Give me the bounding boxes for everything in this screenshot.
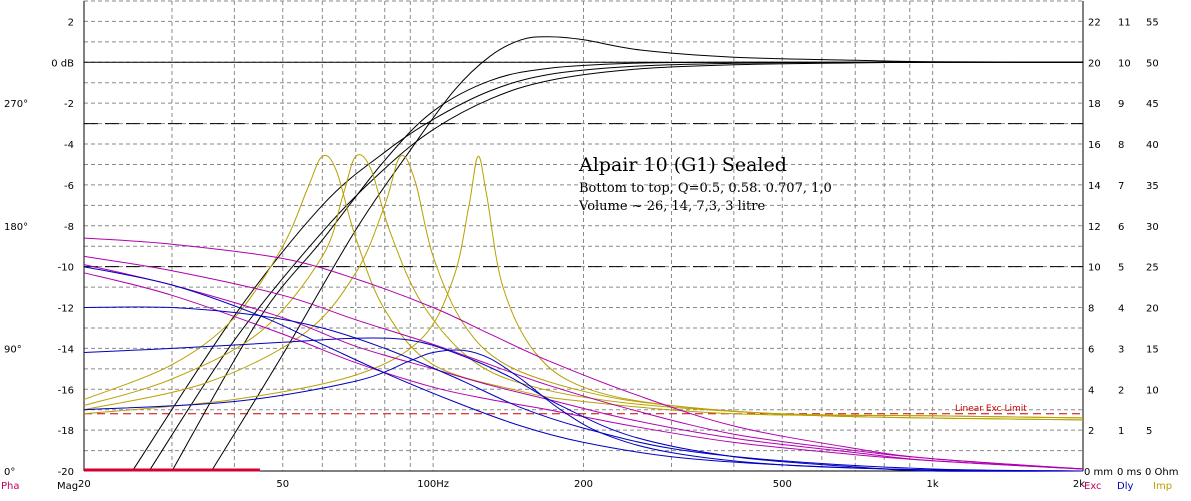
right-axis-ms-tick: 9 (1118, 99, 1124, 110)
right-axis-ms-tick: 8 (1118, 140, 1124, 151)
x-tick-label: 50 (276, 479, 289, 490)
phase-tick-label: 90° (4, 344, 22, 355)
phase-series-11 (83, 272, 1084, 470)
right-axis-Ohm-tick: 30 (1146, 222, 1159, 233)
right-axis-mm-tick: 18 (1088, 99, 1101, 110)
magnitude-series-3 (211, 36, 1084, 472)
axis-ticks: 20 dB-2-4-6-8-10-12-14-16-18-20270°180°9… (4, 17, 1179, 490)
magnitude-series-2 (171, 61, 1083, 472)
right-axis-Ohm-tick: 55 (1146, 17, 1159, 28)
delay-series-13 (83, 306, 1084, 472)
right-axis-mm-tick: 8 (1088, 304, 1094, 315)
right-axis-zero-label: 0 Ohm (1145, 467, 1179, 478)
y-tick-label: 0 dB (51, 58, 74, 69)
right-axis-mm-tick: 16 (1088, 140, 1101, 151)
corner-label-mag: Mag (57, 481, 78, 492)
phase-tick-label: 270° (4, 99, 28, 110)
corner-label-dly: Dly (1117, 481, 1133, 492)
right-axis-mm-tick: 4 (1088, 385, 1094, 396)
impedance-series-4 (83, 154, 1084, 419)
right-axis-zero-label: 0 mm (1084, 467, 1113, 478)
y-tick-label: -2 (64, 99, 74, 110)
y-tick-label: -8 (64, 222, 74, 233)
right-axis-ms-tick: 3 (1118, 344, 1124, 355)
phase-tick-label: 0° (4, 467, 15, 478)
corner-label-pha: Pha (1, 481, 20, 492)
corner-label-exc: Exc (1084, 481, 1102, 492)
right-axis-Ohm-tick: 5 (1146, 426, 1152, 437)
y-tick-label: -16 (58, 385, 74, 396)
right-axis-mm-tick: 12 (1088, 222, 1101, 233)
right-axis-Ohm-tick: 15 (1146, 344, 1159, 355)
right-axis-ms-tick: 4 (1118, 304, 1124, 315)
right-axis-mm-tick: 2 (1088, 426, 1094, 437)
right-axis-mm-tick: 14 (1088, 181, 1101, 192)
right-axis-ms-tick: 10 (1118, 58, 1131, 69)
delay-series-15 (83, 349, 1084, 472)
right-axis-ms-tick: 1 (1118, 426, 1124, 437)
impedance-series-7 (83, 155, 1084, 421)
right-axis-mm-tick: 10 (1088, 263, 1101, 274)
right-axis-Ohm-tick: 45 (1146, 99, 1159, 110)
y-tick-label: -4 (64, 140, 74, 151)
right-axis-Ohm-tick: 25 (1146, 263, 1159, 274)
right-axis-ms-tick: 7 (1118, 181, 1124, 192)
y-tick-label: 2 (68, 17, 74, 28)
right-axis-ms-tick: 5 (1118, 263, 1124, 274)
annotation-title: Alpair 10 (G1) Sealed (578, 154, 787, 176)
y-tick-label: -20 (58, 467, 74, 478)
data-curves (83, 36, 1084, 472)
right-axis-Ohm-tick: 50 (1146, 58, 1159, 69)
x-tick-label: 200 (574, 479, 593, 490)
right-axis-mm-tick: 20 (1088, 58, 1101, 69)
annotation-line-2: Volume ~ 26, 14, 7,3, 3 litre (578, 199, 765, 214)
linear-exc-limit-label: Linear Exc Limit (955, 404, 1027, 414)
corner-labels: Pha Mag Exc Dly Imp (1, 481, 1172, 492)
right-axis-ms-tick: 2 (1118, 385, 1124, 396)
right-axis-ms-tick: 6 (1118, 222, 1124, 233)
x-tick-label: 1k (927, 479, 939, 490)
reference-lines: Linear Exc Limit (84, 123, 1083, 415)
x-tick-label: 20 (78, 479, 91, 490)
y-tick-label: -10 (58, 263, 74, 274)
y-tick-label: -6 (64, 181, 74, 192)
phase-series-9 (83, 255, 1084, 470)
annotation-line-1: Bottom to top, Q=0.5, 0.58. 0.707, 1,0 (579, 181, 832, 196)
right-axis-zero-label: 0 ms (1117, 467, 1142, 478)
y-tick-label: -14 (58, 344, 74, 355)
y-tick-label: -12 (58, 304, 74, 315)
phase-tick-label: 180° (4, 222, 28, 233)
y-tick-label: -18 (58, 426, 74, 437)
x-tick-label: 2k (1073, 479, 1085, 490)
x-tick-label: 100Hz (417, 479, 449, 490)
chart-annotation: Alpair 10 (G1) Sealed Bottom to top, Q=0… (578, 154, 832, 214)
corner-label-imp: Imp (1153, 481, 1172, 492)
phase-series-8 (83, 237, 1084, 470)
right-axis-ms-tick: 11 (1118, 17, 1131, 28)
right-axis-Ohm-tick: 35 (1146, 181, 1159, 192)
right-axis-Ohm-tick: 20 (1146, 304, 1159, 315)
right-axis-Ohm-tick: 10 (1146, 385, 1159, 396)
right-axis-mm-tick: 6 (1088, 344, 1094, 355)
x-tick-label: 500 (773, 479, 792, 490)
right-axis-Ohm-tick: 40 (1146, 140, 1159, 151)
right-axis-mm-tick: 22 (1088, 17, 1101, 28)
grid (83, 0, 1084, 472)
